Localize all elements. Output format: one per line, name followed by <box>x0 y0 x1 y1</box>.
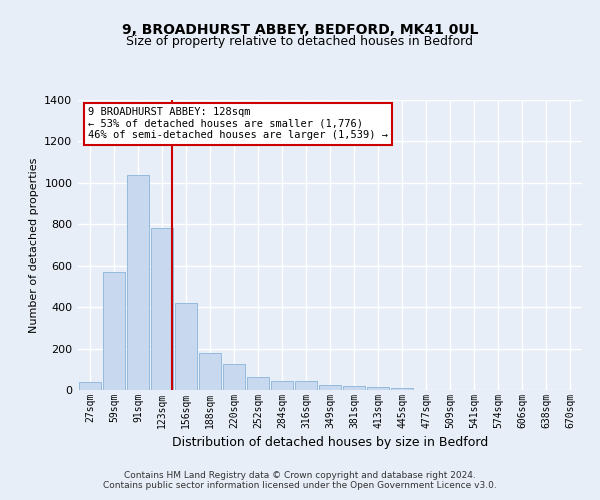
Bar <box>319 386 341 390</box>
Bar <box>271 380 293 390</box>
Bar <box>343 386 365 390</box>
Y-axis label: Number of detached properties: Number of detached properties <box>29 158 39 332</box>
Text: Contains HM Land Registry data © Crown copyright and database right 2024.
Contai: Contains HM Land Registry data © Crown c… <box>103 470 497 490</box>
Text: 9, BROADHURST ABBEY, BEDFORD, MK41 0UL: 9, BROADHURST ABBEY, BEDFORD, MK41 0UL <box>122 22 478 36</box>
Bar <box>391 388 413 390</box>
Text: Size of property relative to detached houses in Bedford: Size of property relative to detached ho… <box>127 35 473 48</box>
Bar <box>151 228 173 390</box>
Bar <box>127 174 149 390</box>
Bar <box>247 377 269 390</box>
Bar <box>103 272 125 390</box>
Bar <box>223 364 245 390</box>
Text: 9 BROADHURST ABBEY: 128sqm
← 53% of detached houses are smaller (1,776)
46% of s: 9 BROADHURST ABBEY: 128sqm ← 53% of deta… <box>88 108 388 140</box>
Bar <box>175 303 197 390</box>
X-axis label: Distribution of detached houses by size in Bedford: Distribution of detached houses by size … <box>172 436 488 450</box>
Bar <box>295 382 317 390</box>
Bar <box>367 387 389 390</box>
Bar <box>199 352 221 390</box>
Bar <box>79 382 101 390</box>
